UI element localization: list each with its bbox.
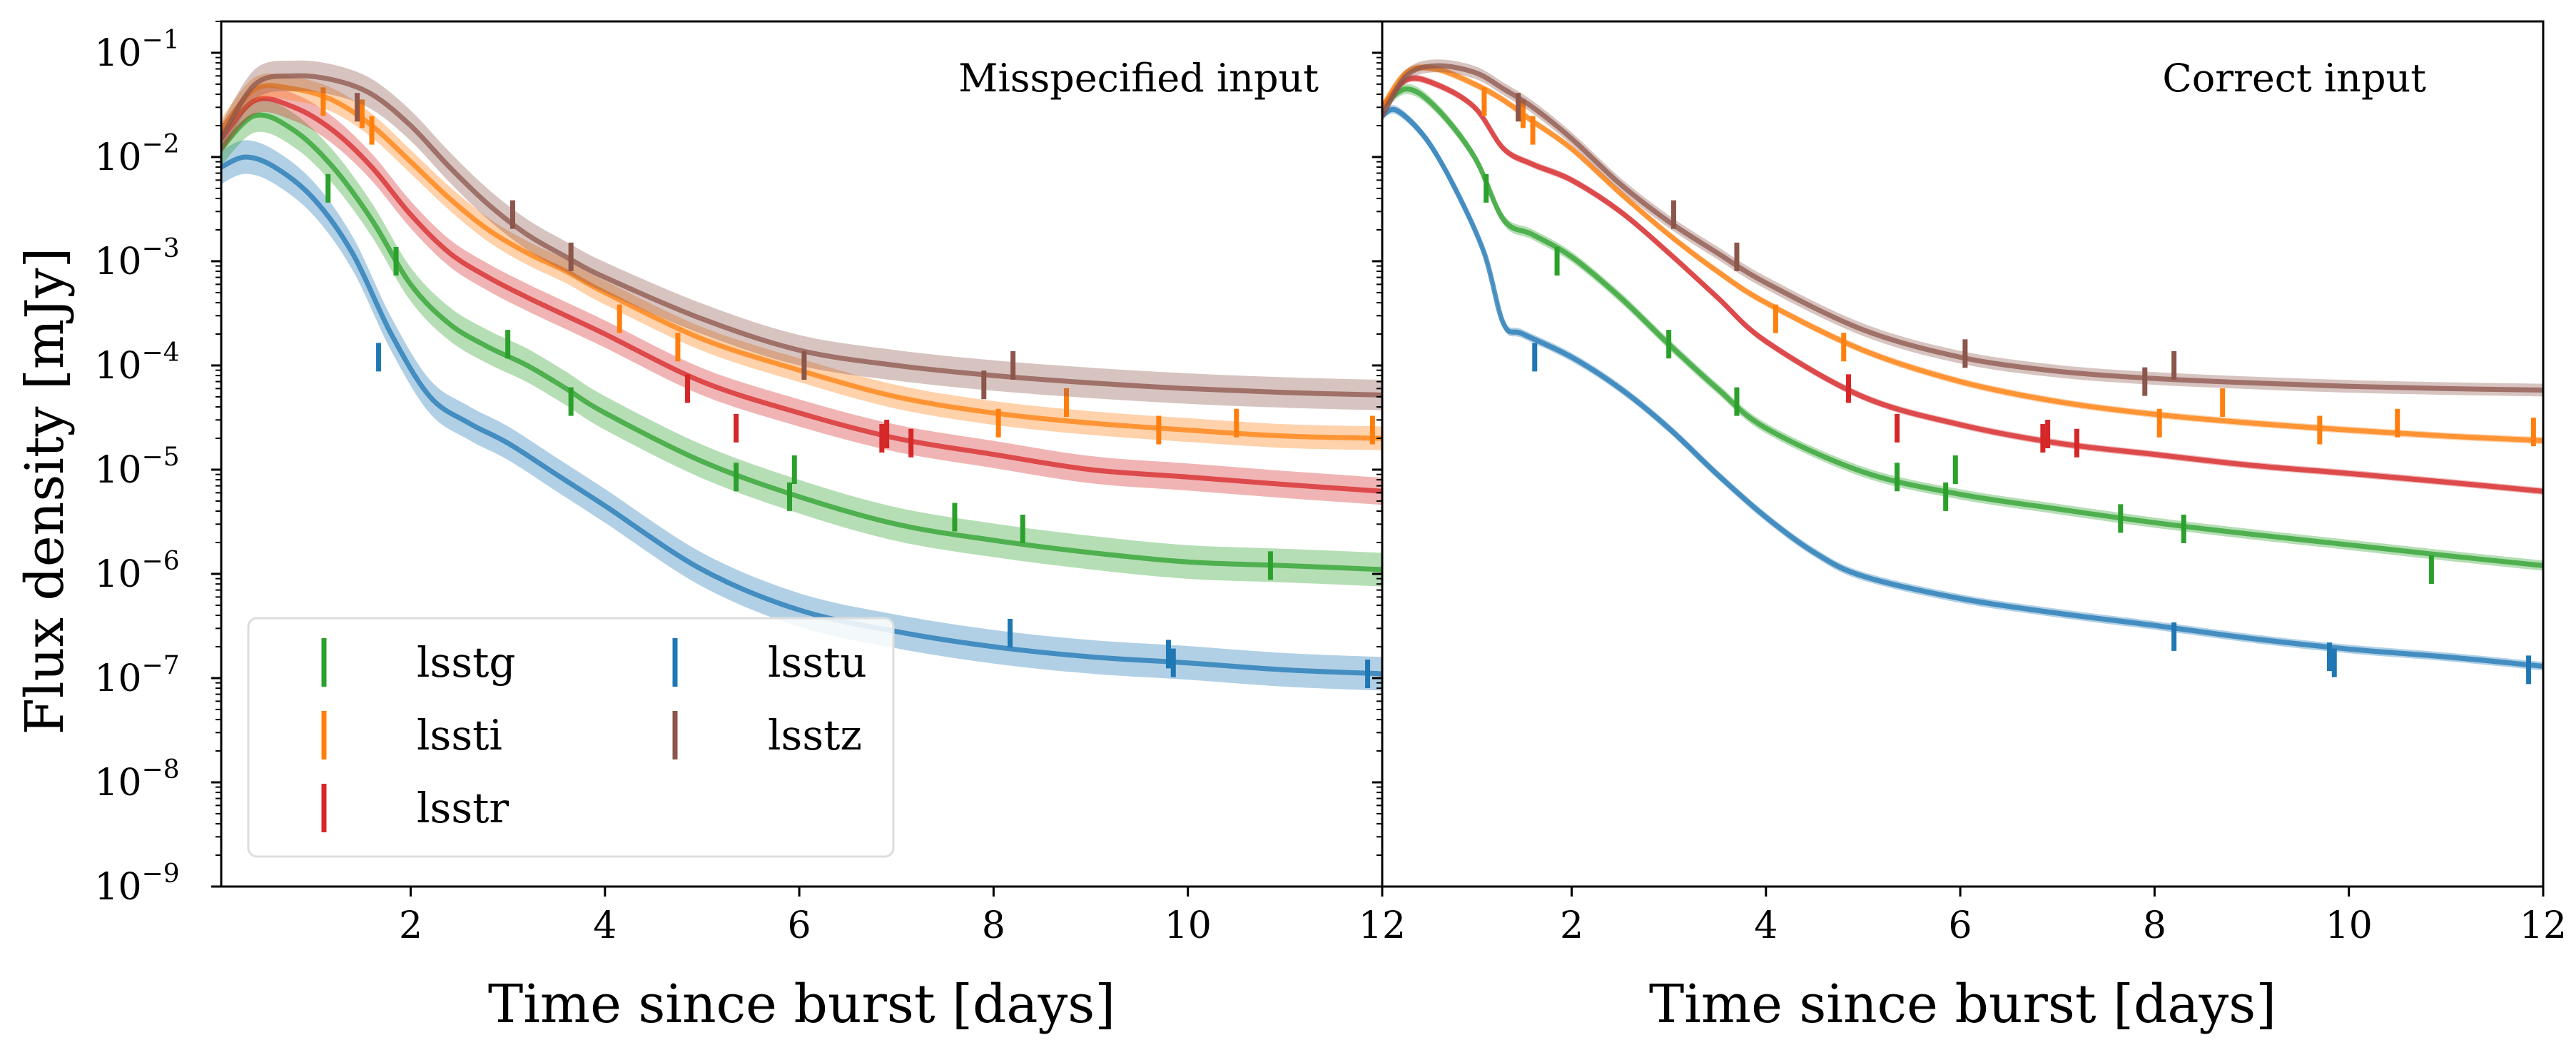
- y-tick-label: 10−3: [94, 234, 179, 283]
- legend-label-lsstu: lsstu: [768, 638, 867, 687]
- plot-frame: [1381, 20, 2545, 888]
- line-lsstz: [221, 73, 1382, 398]
- y-tick-label: 10−1: [94, 26, 179, 75]
- legend-label-lssti: lssti: [417, 711, 502, 759]
- line-lssti: [1382, 64, 2543, 443]
- y-tick-label: 10−2: [94, 130, 179, 179]
- y-axis-label: Flux density [mJy]: [14, 248, 76, 735]
- x-axis-label: Time since burst [days]: [488, 974, 1115, 1035]
- series-lsstu: [221, 140, 1382, 691]
- x-tick-label: 8: [2143, 904, 2166, 947]
- legend-box: [247, 617, 895, 858]
- line-lsstr: [1382, 76, 2543, 494]
- line-lssti: [221, 83, 1382, 441]
- panel-correct: 2 4 6 8 10 12 Time since burst [days] Correct i…: [1372, 20, 2567, 1035]
- y-tick-label: 10−6: [94, 547, 179, 596]
- x-tick-label: 2: [1560, 904, 1583, 947]
- band-lsstg: [221, 98, 1382, 587]
- legend-label-lsstr: lsstr: [417, 784, 509, 832]
- legend: lsstg lssti lsstr lsstu lsstz: [247, 617, 895, 858]
- x-tick-label: 4: [1754, 904, 1778, 947]
- legend-label-lsstz: lsstz: [768, 711, 862, 759]
- x-tick-label: 12: [1359, 904, 1406, 947]
- series-lsstg: [221, 98, 1382, 587]
- panel-misspecified: 2 4 6 8 10 12 Time since burst [days] Misspecif…: [94, 20, 1406, 1035]
- x-tick-label: 2: [399, 904, 422, 947]
- y-tick-label: 10−4: [94, 338, 179, 388]
- band-lsstg: [1382, 84, 2543, 571]
- series-lsstr: [221, 84, 1382, 505]
- series-lsstu: [1382, 105, 2543, 685]
- panel-title: Misspecified input: [958, 56, 1319, 101]
- x-tick-label: 10: [1165, 904, 1212, 947]
- x-tick-label: 8: [982, 904, 1005, 947]
- y-tick-label: 10−9: [94, 859, 179, 909]
- x-axis-label: Time since burst [days]: [1649, 974, 2276, 1035]
- x-tick-label: 10: [2326, 904, 2373, 947]
- line-lsstz: [1382, 63, 2543, 393]
- series-lssti: [1382, 64, 2543, 447]
- plot-area: [221, 60, 1382, 691]
- series-lsstr: [1382, 74, 2543, 495]
- x-tick-label: 6: [1949, 904, 1972, 947]
- y-tick-label: 10−5: [94, 443, 179, 492]
- x-tick-label: 6: [788, 904, 811, 947]
- band-lsstu: [1382, 105, 2543, 671]
- plot-area: [1382, 59, 2543, 685]
- x-tick-label: 4: [593, 904, 617, 947]
- series-lsstz: [1382, 59, 2543, 397]
- series-lsstg: [1382, 84, 2543, 584]
- y-tick-label: 10−8: [94, 755, 179, 804]
- line-lsstg: [1382, 86, 2543, 568]
- series-lsstz: [221, 60, 1382, 410]
- x-tick-label: 12: [2520, 904, 2567, 947]
- band-lsstr: [221, 84, 1382, 505]
- y-tick-label: 10−7: [94, 651, 179, 700]
- legend-label-lsstg: lsstg: [417, 638, 516, 687]
- line-lsstu: [1382, 106, 2543, 669]
- line-lsstu: [221, 154, 1382, 677]
- line-lsstr: [221, 96, 1382, 494]
- line-lsstg: [221, 112, 1382, 572]
- panel-title: Correct input: [2162, 56, 2426, 101]
- band-lsstz: [221, 60, 1382, 410]
